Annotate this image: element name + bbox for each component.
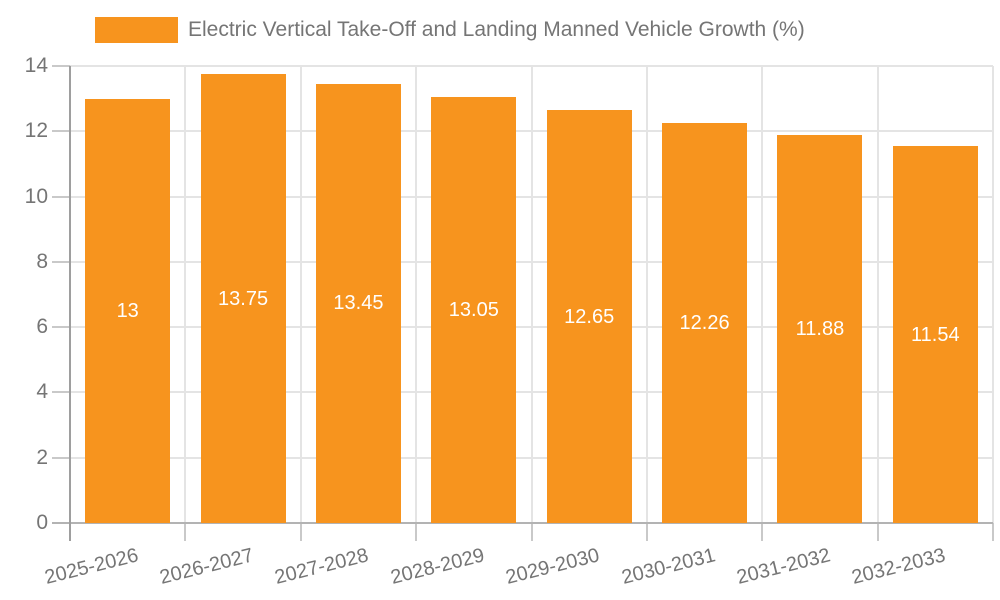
x-tick-mark [761, 523, 764, 541]
x-tick-mark [299, 523, 302, 541]
x-tick-mark [530, 523, 533, 541]
bar-2032-2033[interactable] [892, 146, 978, 523]
x-tick-mark [415, 523, 418, 541]
y-tick-mark [52, 391, 70, 394]
x-tick-mark [876, 523, 879, 541]
legend-swatch [95, 17, 178, 43]
legend-label: Electric Vertical Take-Off and Landing M… [188, 18, 805, 41]
v-gridline [299, 66, 302, 523]
x-tick-mark [184, 523, 187, 541]
bar-2031-2032[interactable] [777, 135, 863, 523]
y-axis-tick-label: 6 [36, 315, 48, 339]
v-gridline [761, 66, 764, 523]
y-axis-tick-label: 14 [24, 54, 48, 77]
v-gridline [645, 66, 648, 523]
y-axis-tick-label: 12 [24, 119, 48, 143]
y-axis-tick-label: 10 [24, 184, 48, 208]
bar-2026-2027[interactable] [200, 74, 286, 523]
bar-value-label: 11.54 [911, 323, 960, 346]
y-tick-mark [52, 130, 70, 133]
y-tick-mark [52, 260, 70, 263]
y-axis-line [69, 66, 71, 541]
y-tick-mark [52, 65, 70, 67]
bar-value-label: 13 [116, 299, 139, 322]
bar-value-label: 13.05 [448, 299, 499, 321]
x-tick-mark [645, 523, 648, 541]
x-tick-mark [992, 523, 994, 541]
y-axis-tick-label: 4 [36, 380, 48, 404]
v-gridline [876, 66, 879, 523]
v-gridline [530, 66, 533, 523]
legend: Electric Vertical Take-Off and Landing M… [95, 17, 805, 43]
bar-2025-2026[interactable] [85, 98, 171, 523]
v-gridline [992, 66, 994, 523]
y-axis-tick-label: 8 [36, 249, 48, 273]
y-tick-mark [52, 195, 70, 198]
bar-2029-2030[interactable] [546, 110, 632, 523]
bar-value-label: 13.75 [218, 287, 269, 310]
x-axis-line [52, 522, 993, 524]
y-axis-tick-label: 2 [36, 445, 48, 469]
v-gridline [415, 66, 418, 523]
bar-2027-2028[interactable] [315, 83, 401, 523]
bar-value-label: 12.26 [679, 311, 730, 334]
bar-value-label: 13.45 [333, 292, 384, 315]
bar-value-label: 11.88 [795, 318, 845, 341]
v-gridline [184, 66, 187, 523]
bar-2030-2031[interactable] [662, 122, 748, 523]
bar-value-label: 12.65 [564, 305, 615, 328]
y-tick-mark [52, 326, 70, 329]
y-axis-tick-label: 0 [36, 511, 48, 534]
bar-2028-2029[interactable] [431, 97, 517, 523]
y-tick-mark [52, 456, 70, 459]
